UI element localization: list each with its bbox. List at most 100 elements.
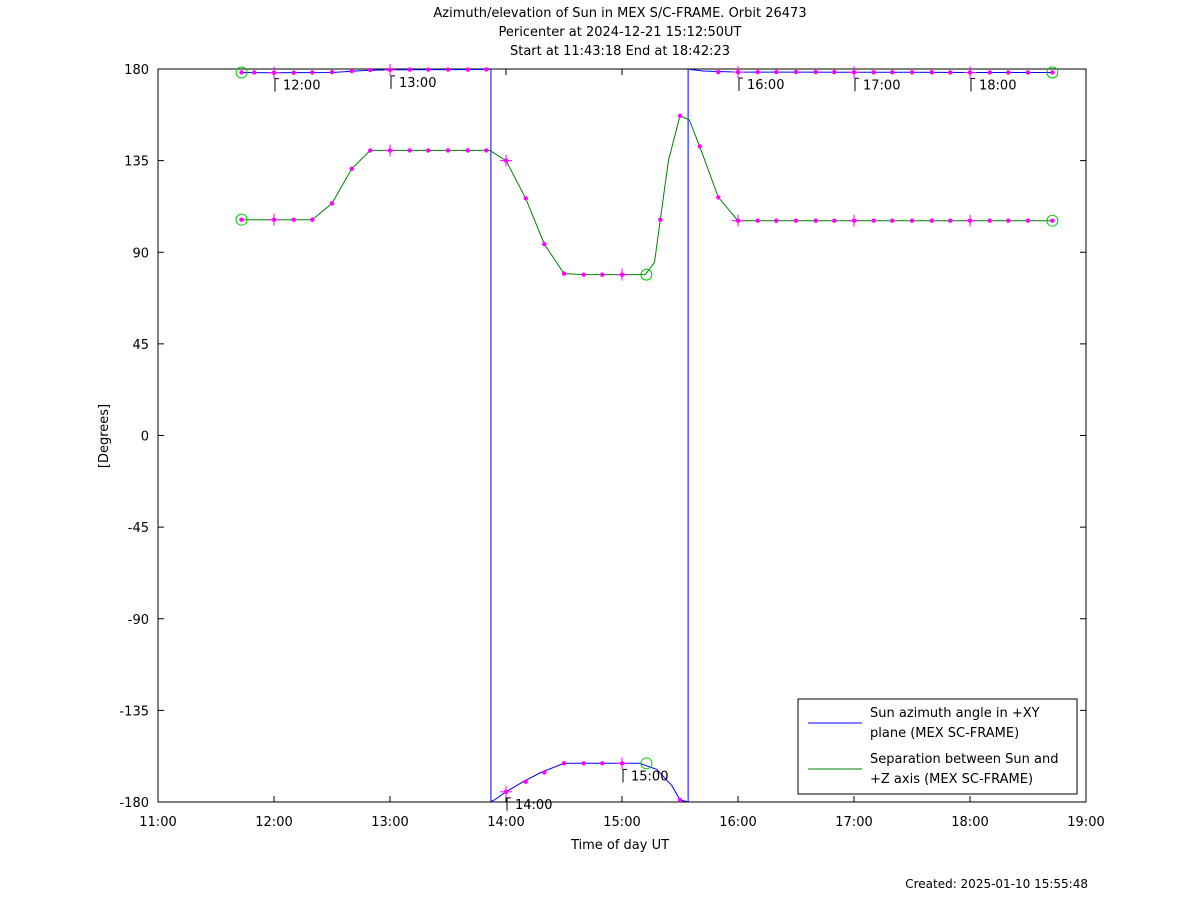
azimuth-marker: [1025, 70, 1031, 75]
y-tick-label: 90: [132, 246, 149, 261]
separation-marker: [1006, 218, 1011, 223]
azimuth-marker: [832, 69, 837, 75]
hour-label-text: 18:00: [979, 78, 1016, 93]
azimuth-marker: [252, 70, 257, 75]
separation-marker: [658, 217, 663, 222]
chart-title-line: Pericenter at 2024-12-21 15:12:50UT: [498, 25, 741, 40]
azimuth-marker: [368, 67, 373, 73]
legend: Sun azimuth angle in +XY plane (MEX SC-FR…: [797, 698, 1078, 795]
y-tick-label: 180: [124, 63, 149, 78]
legend-box: [797, 698, 1078, 795]
hour-label: 15:00: [622, 768, 668, 784]
separation-marker: [600, 272, 605, 277]
separation-marker: [697, 144, 702, 149]
azimuth-marker: [677, 797, 683, 803]
hour-cross-marker: [848, 66, 860, 79]
hour-label: 16:00: [738, 77, 784, 93]
x-tick-label: 15:00: [603, 815, 640, 830]
data-markers: [235, 63, 1059, 803]
axis-ticks: 11:00 12:00 13:00 14:00 15:00 16:00 17:00 18:00…: [119, 63, 1104, 830]
azimuth-marker: [948, 70, 953, 75]
separation-marker: [542, 241, 547, 247]
separation-marker: [813, 218, 818, 223]
event-circle-marker: [235, 66, 248, 79]
separation-line: [241, 115, 1053, 276]
event-circle-marker: [640, 757, 653, 770]
separation-marker: [349, 166, 354, 171]
azimuth-marker: [561, 761, 567, 766]
event-circle-marker: [1046, 66, 1059, 79]
hour-label-text: 16:00: [747, 78, 784, 93]
azimuth-line: [689, 68, 1053, 73]
azimuth-marker: [239, 70, 244, 75]
azimuth-marker: [929, 70, 934, 75]
separation-marker: [909, 218, 915, 223]
x-tick-label: 16:00: [719, 815, 756, 830]
hour-cross-marker: [500, 785, 512, 798]
legend-entry-text: plane (MEX SC-FRAME): [870, 726, 1019, 741]
azimuth-marker: [1006, 70, 1011, 75]
separation-marker: [407, 148, 412, 153]
separation-marker: [871, 218, 876, 223]
azimuth-marker: [1050, 70, 1055, 75]
azimuth-marker: [755, 69, 760, 75]
separation-marker: [793, 218, 799, 223]
x-tick-label: 14:00: [487, 815, 524, 830]
created-timestamp: Created: 2025-01-10 15:55:48: [905, 877, 1088, 891]
separation-marker: [291, 217, 296, 222]
plot-frame: [157, 68, 1087, 803]
separation-marker: [948, 218, 953, 223]
chart-title: Azimuth/elevation of Sun in MEX S/C-FRAM…: [433, 6, 806, 59]
azimuth-marker: [523, 779, 528, 784]
x-tick-label: 17:00: [835, 815, 872, 830]
separation-marker: [484, 148, 489, 153]
separation-marker: [329, 201, 335, 206]
event-circle-marker: [1046, 214, 1059, 227]
azimuth-marker: [774, 69, 779, 75]
separation-marker: [677, 113, 683, 119]
separation-marker: [929, 218, 934, 223]
hour-label-text: 17:00: [863, 78, 900, 93]
hour-cross-marker: [616, 268, 628, 281]
x-tick-label: 11:00: [139, 815, 176, 830]
hour-cross-marker: [268, 213, 280, 226]
azimuth-marker: [909, 70, 915, 75]
separation-marker: [465, 148, 470, 153]
separation-marker: [561, 271, 567, 276]
y-tick-label: 0: [141, 430, 149, 445]
azimuth-marker: [407, 67, 412, 72]
hour-cross-marker: [616, 757, 628, 770]
separation-marker: [426, 148, 431, 153]
azimuth-marker: [813, 69, 818, 75]
azimuth-marker: [445, 67, 451, 72]
event-circle-marker: [640, 268, 653, 281]
chart-title-line: Azimuth/elevation of Sun in MEX S/C-FRAM…: [433, 6, 806, 21]
hour-cross-marker: [964, 214, 976, 227]
x-tick-label: 13:00: [371, 815, 408, 830]
y-tick-label: 45: [132, 338, 149, 353]
hour-label-text: 14:00: [515, 798, 552, 813]
azimuth-marker: [600, 761, 605, 766]
azimuth-marker: [793, 69, 799, 75]
y-tick-label: -45: [128, 521, 149, 536]
hour-cross-marker: [964, 66, 976, 79]
y-axis-label: [Degrees]: [97, 404, 112, 468]
event-circle-marker: [235, 213, 248, 226]
hour-label-leader: [854, 77, 859, 92]
separation-marker: [445, 148, 451, 153]
y-tick-label: 135: [124, 155, 149, 170]
hour-cross-marker: [500, 154, 512, 167]
y-tick-label: -135: [119, 704, 149, 719]
hour-label: 14:00: [506, 797, 552, 813]
hour-label-text: 13:00: [399, 76, 436, 91]
chart-title-line: Start at 11:43:18 End at 18:42:23: [510, 44, 730, 59]
separation-marker: [832, 218, 837, 223]
azimuth-marker: [890, 70, 895, 75]
azimuth-marker: [871, 70, 876, 75]
hour-cross-marker: [384, 63, 396, 76]
hour-label: 17:00: [854, 77, 900, 93]
azimuth-marker: [581, 761, 586, 766]
hour-cross-marker: [268, 66, 280, 79]
separation-marker: [581, 272, 586, 277]
